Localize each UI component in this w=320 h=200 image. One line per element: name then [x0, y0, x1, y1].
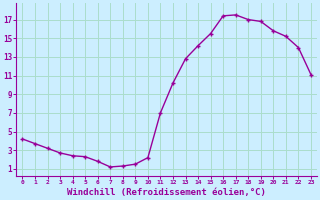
X-axis label: Windchill (Refroidissement éolien,°C): Windchill (Refroidissement éolien,°C)	[67, 188, 266, 197]
